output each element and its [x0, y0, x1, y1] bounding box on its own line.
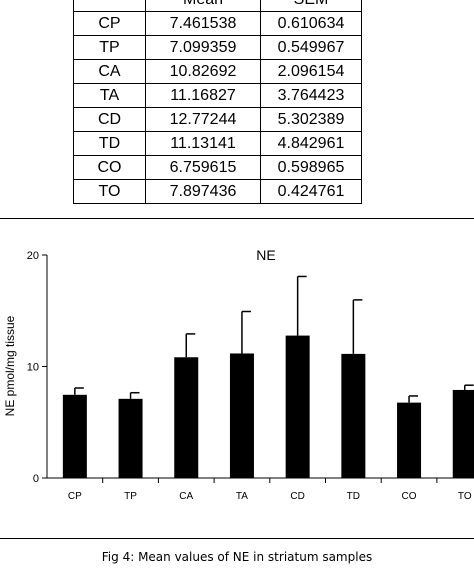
- table-row: CA 10.82692 2.096154: [73, 59, 362, 84]
- group-cell: CA: [73, 59, 146, 84]
- sem-cell: 0.598965: [260, 155, 362, 180]
- header-cell: SEM: [260, 0, 362, 12]
- bar-ta: [229, 353, 254, 478]
- table-row: TD 11.13141 4.842961: [73, 131, 362, 156]
- bar-cp: [62, 394, 87, 478]
- data-table: Mean SEM CP 7.461538 0.610634 TP 7.09935…: [73, 0, 362, 204]
- sem-cell: 5.302389: [260, 107, 362, 132]
- x-tick-label: CO: [402, 491, 417, 502]
- y-tick-label: 10: [27, 362, 39, 374]
- header-cell: [73, 0, 146, 12]
- group-cell: CO: [73, 155, 146, 180]
- mean-cell: 7.897436: [145, 179, 261, 204]
- mean-cell: 7.461538: [145, 11, 261, 36]
- table-header-row: Mean SEM: [73, 0, 362, 12]
- bar-to: [452, 389, 474, 478]
- table-row: CO 6.759615 0.598965: [73, 155, 362, 180]
- bar-td: [341, 353, 366, 478]
- x-tick-label: CP: [68, 491, 82, 502]
- sem-cell: 0.424761: [260, 179, 362, 204]
- mean-cell: 11.13141: [145, 131, 261, 156]
- x-tick-label: CD: [290, 491, 304, 502]
- bar-co: [397, 402, 422, 478]
- group-cell: CP: [73, 11, 146, 36]
- divider-top: [0, 218, 474, 219]
- mean-cell: 7.099359: [145, 35, 261, 60]
- x-tick-label: TP: [124, 491, 137, 502]
- bar-cd: [285, 335, 310, 478]
- sem-cell: 0.549967: [260, 35, 362, 60]
- group-cell: TA: [73, 83, 146, 108]
- x-tick-label: CA: [179, 491, 193, 502]
- bar-ca: [174, 357, 199, 478]
- divider-bottom: [0, 538, 474, 539]
- x-tick-label: TO: [458, 491, 472, 502]
- group-cell: TO: [73, 179, 146, 204]
- table-row: TO 7.897436 0.424761: [73, 179, 362, 204]
- group-cell: TD: [73, 131, 146, 156]
- sem-cell: 2.096154: [260, 59, 362, 84]
- sem-cell: 4.842961: [260, 131, 362, 156]
- y-tick-label: 0: [33, 473, 39, 485]
- y-axis-label: NE pmol/mg tissue: [3, 315, 17, 416]
- x-tick-label: TD: [347, 491, 360, 502]
- figure-caption: Fig 4: Mean values of NE in striatum sam…: [101, 550, 373, 564]
- y-tick-label: 20: [27, 250, 39, 262]
- mean-cell: 12.77244: [145, 107, 261, 132]
- sem-cell: 0.610634: [260, 11, 362, 36]
- x-tick-label: TA: [236, 491, 248, 502]
- group-cell: CD: [73, 107, 146, 132]
- bar-tp: [118, 398, 143, 478]
- mean-cell: 10.82692: [145, 59, 261, 84]
- table-row: CD 12.77244 5.302389: [73, 107, 362, 132]
- mean-cell: 11.16827: [145, 83, 261, 108]
- ne-bar-chart: NE NE pmol/mg tissue 0 10 20 CP TP CA TA CD TD C…: [3, 247, 474, 502]
- mean-cell: 6.759615: [145, 155, 261, 180]
- chart-title: NE: [256, 247, 275, 263]
- table-row: TP 7.099359 0.549967: [73, 35, 362, 60]
- sem-cell: 3.764423: [260, 83, 362, 108]
- header-cell: Mean: [145, 0, 261, 12]
- group-cell: TP: [73, 35, 146, 60]
- table-row: CP 7.461538 0.610634: [73, 11, 362, 36]
- table-row: TA 11.16827 3.764423: [73, 83, 362, 108]
